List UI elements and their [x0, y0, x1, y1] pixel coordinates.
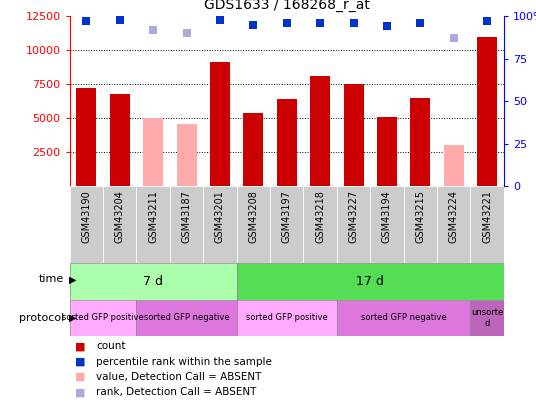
Bar [137, 186, 170, 263]
Bar [143, 118, 163, 186]
Text: protocol: protocol [19, 313, 64, 323]
Text: unsorte
d: unsorte d [471, 308, 503, 328]
Bar [377, 117, 397, 186]
Text: GSM43221: GSM43221 [482, 190, 492, 243]
Text: GSM43194: GSM43194 [382, 190, 392, 243]
Bar [404, 186, 437, 263]
Text: percentile rank within the sample: percentile rank within the sample [96, 357, 272, 367]
Bar [170, 186, 203, 263]
Bar [210, 62, 230, 186]
Text: 7 d: 7 d [143, 275, 163, 288]
Bar [477, 36, 497, 186]
Text: 17 d: 17 d [356, 275, 384, 288]
Text: GSM43227: GSM43227 [348, 190, 359, 243]
Text: GSM43224: GSM43224 [449, 190, 459, 243]
Bar [444, 145, 464, 186]
Text: GSM43201: GSM43201 [215, 190, 225, 243]
Bar [471, 300, 504, 336]
Bar [103, 186, 137, 263]
Text: GSM43187: GSM43187 [182, 190, 191, 243]
Bar [76, 88, 96, 186]
Bar [411, 98, 430, 186]
Bar [471, 186, 504, 263]
Text: ▶: ▶ [69, 275, 76, 284]
Bar [310, 76, 330, 186]
Text: GSM43215: GSM43215 [415, 190, 426, 243]
Text: time: time [39, 275, 64, 284]
Bar [337, 186, 370, 263]
Text: ■: ■ [75, 388, 86, 397]
Bar [303, 186, 337, 263]
Text: GSM43211: GSM43211 [148, 190, 158, 243]
Text: rank, Detection Call = ABSENT: rank, Detection Call = ABSENT [96, 388, 257, 397]
Text: GSM43218: GSM43218 [315, 190, 325, 243]
Bar [337, 300, 471, 336]
Text: ▶: ▶ [69, 313, 76, 323]
Bar [70, 186, 103, 263]
Text: ■: ■ [75, 372, 86, 382]
Bar [344, 84, 363, 186]
Bar [110, 94, 130, 186]
Text: sorted GFP positive: sorted GFP positive [62, 313, 144, 322]
Bar [176, 124, 197, 186]
Text: GSM43204: GSM43204 [115, 190, 125, 243]
Bar [370, 186, 404, 263]
Text: value, Detection Call = ABSENT: value, Detection Call = ABSENT [96, 372, 262, 382]
Text: sorted GFP positive: sorted GFP positive [246, 313, 327, 322]
Text: ■: ■ [75, 341, 86, 351]
Text: GSM43208: GSM43208 [248, 190, 258, 243]
Text: count: count [96, 341, 126, 351]
Text: GSM43197: GSM43197 [282, 190, 292, 243]
Bar [237, 186, 270, 263]
Text: sorted GFP negative: sorted GFP negative [361, 313, 446, 322]
Bar [270, 186, 303, 263]
Bar [237, 300, 337, 336]
Bar [70, 263, 237, 300]
Title: GDS1633 / 168268_r_at: GDS1633 / 168268_r_at [204, 0, 370, 13]
Text: ■: ■ [75, 357, 86, 367]
Text: sorted GFP negative: sorted GFP negative [144, 313, 229, 322]
Bar [243, 113, 263, 186]
Text: GSM43190: GSM43190 [81, 190, 91, 243]
Bar [70, 300, 137, 336]
Bar [437, 186, 471, 263]
Bar [277, 99, 297, 186]
Bar [203, 186, 237, 263]
Bar [237, 263, 504, 300]
Bar [137, 300, 237, 336]
